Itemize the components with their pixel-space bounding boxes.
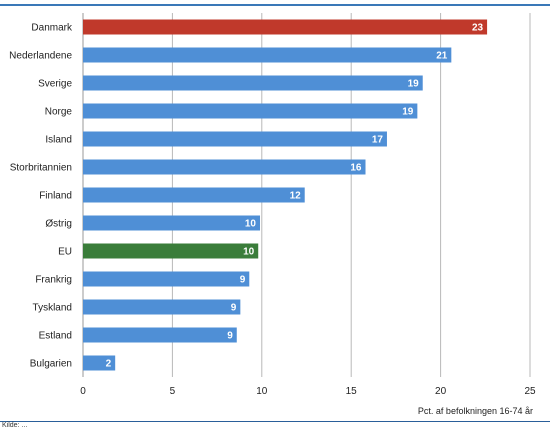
bar — [83, 187, 305, 203]
bar — [83, 47, 452, 63]
category-label: Østrig — [45, 219, 72, 230]
bar-value-label: 23 — [472, 23, 484, 34]
x-tick-label: 0 — [80, 386, 86, 397]
bar-value-label: 10 — [245, 219, 257, 230]
source-note: Kilde: ... — [2, 422, 28, 429]
bar — [83, 215, 261, 231]
category-label: Bulgarien — [30, 359, 72, 370]
category-label: Tyskland — [33, 303, 72, 314]
bars: 23 21 19 19 17 16 12 10 10 9 9 9 2 — [83, 19, 488, 371]
bar-value-label: 12 — [290, 191, 302, 202]
category-label: Island — [45, 135, 72, 146]
category-label: Sverige — [38, 79, 72, 90]
category-label: Finland — [39, 191, 72, 202]
category-label: Nederlandene — [9, 51, 72, 62]
bar — [83, 19, 488, 35]
bar-value-label: 9 — [240, 275, 246, 286]
x-tick-label: 15 — [346, 386, 358, 397]
x-tick-label: 5 — [170, 386, 176, 397]
category-label: Frankrig — [35, 275, 72, 286]
bar-value-label: 19 — [402, 107, 414, 118]
bar — [83, 159, 366, 175]
category-label: Estland — [39, 331, 72, 342]
category-label: EU — [58, 247, 72, 258]
bar — [83, 327, 237, 343]
bar-value-label: 10 — [243, 247, 255, 258]
category-labels: Danmark Nederlandene Sverige Norge Island Sto… — [9, 23, 73, 370]
bar-value-label: 17 — [372, 135, 384, 146]
bar-value-label: 2 — [106, 359, 112, 370]
top-rule — [0, 4, 550, 6]
category-label: Norge — [45, 107, 73, 118]
x-tick-label: 10 — [256, 386, 268, 397]
category-label: Danmark — [31, 23, 73, 34]
bar-value-label: 9 — [231, 303, 237, 314]
bar — [83, 103, 418, 119]
x-tick-label: 20 — [435, 386, 447, 397]
x-tick-label: 25 — [524, 386, 536, 397]
bar-value-label: 19 — [408, 79, 420, 90]
bar-value-label: 21 — [436, 51, 448, 62]
bottom-rule — [0, 421, 550, 422]
category-label: Storbritannien — [10, 163, 72, 174]
bar — [83, 355, 116, 371]
bar — [83, 271, 250, 287]
bar — [83, 131, 387, 147]
bar — [83, 243, 259, 259]
bar-chart: 23 21 19 19 17 16 12 10 10 9 9 9 2 Danmark Nederlande… — [9, 13, 536, 416]
bar-value-label: 16 — [350, 163, 362, 174]
bar — [83, 299, 241, 315]
x-tick-labels: 0 5 10 15 20 25 — [80, 386, 536, 397]
bar-value-label: 9 — [227, 331, 233, 342]
bar — [83, 75, 423, 91]
x-axis-label: Pct. af befolkningen 16-74 år — [418, 406, 533, 416]
